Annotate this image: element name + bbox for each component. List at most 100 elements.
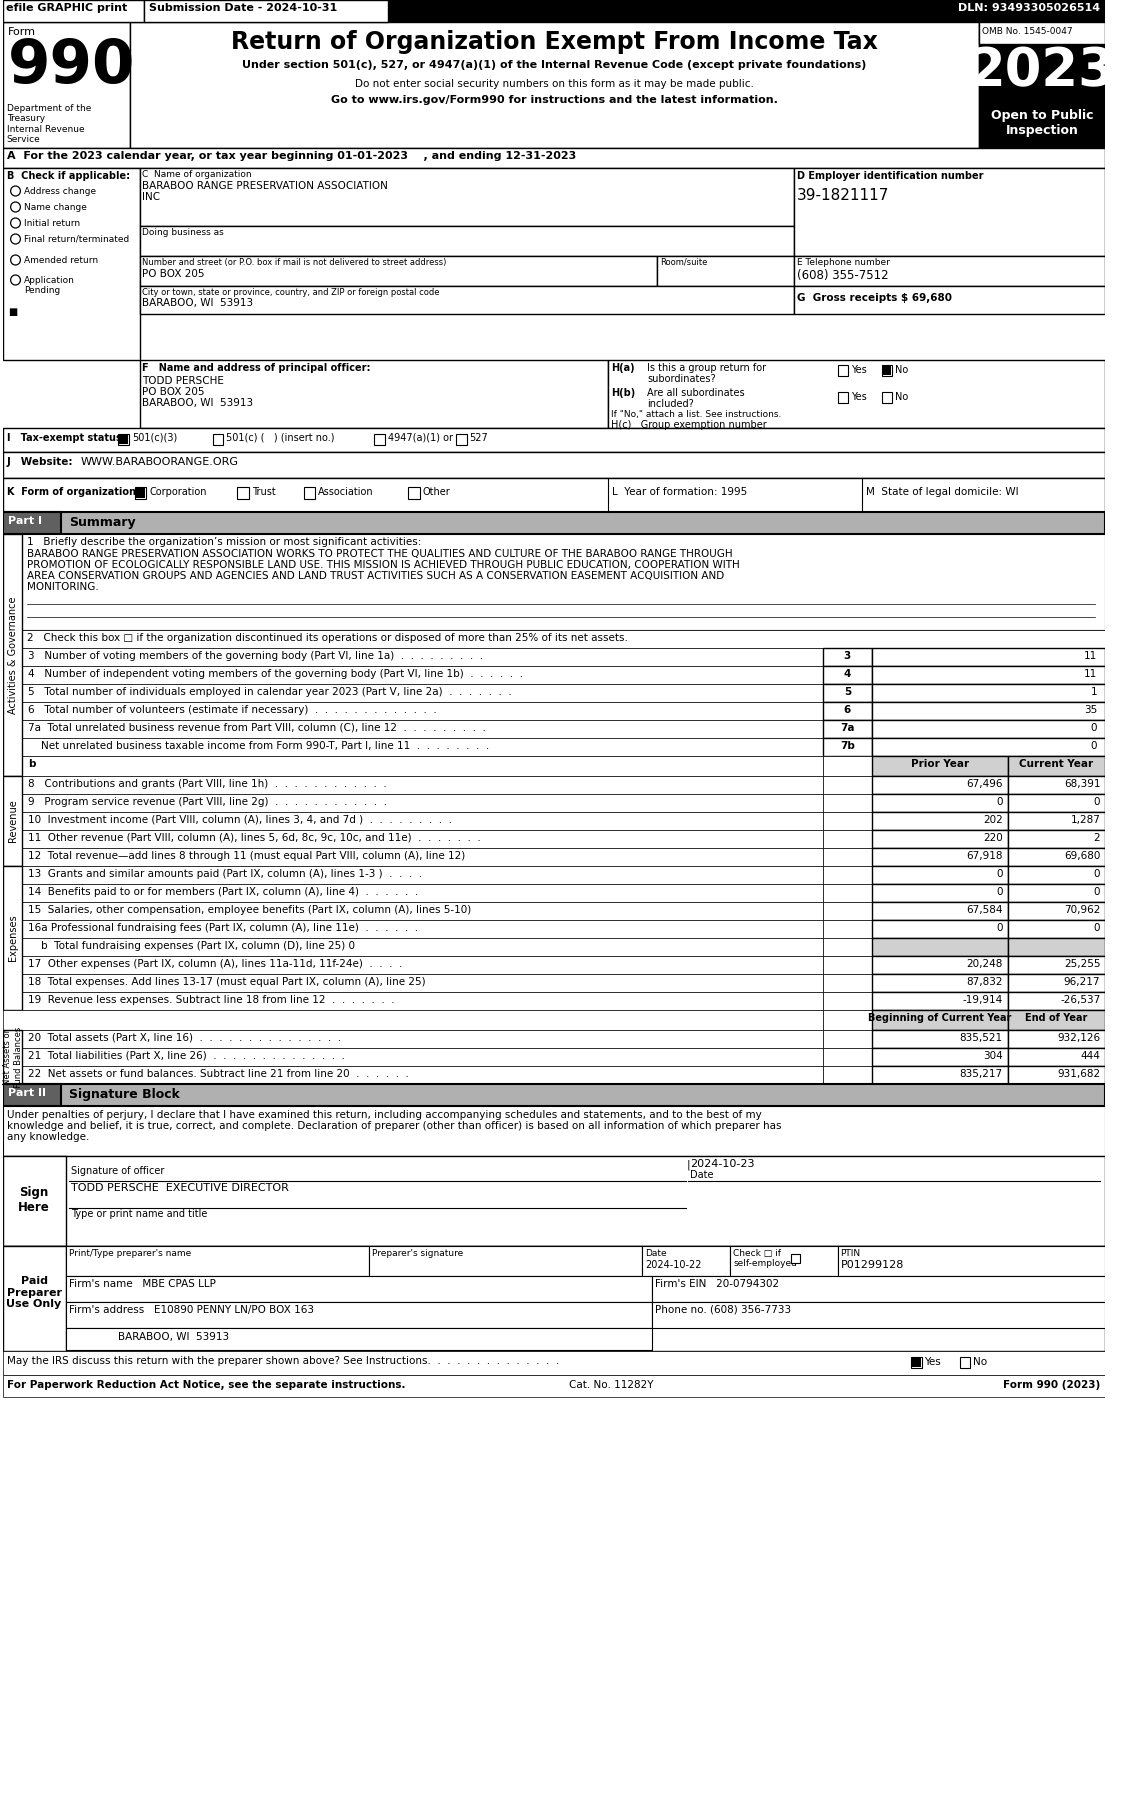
Bar: [609, 360, 1105, 427]
Bar: [883, 366, 891, 375]
Bar: [794, 256, 1105, 286]
Bar: [3, 147, 1105, 167]
Bar: [3, 1084, 61, 1106]
Text: 67,496: 67,496: [966, 779, 1003, 789]
Bar: [823, 739, 872, 757]
Bar: [3, 739, 823, 757]
Text: H(c)   Group exemption number: H(c) Group exemption number: [611, 420, 767, 429]
Bar: [3, 1106, 1105, 1157]
Bar: [872, 795, 1007, 811]
Bar: [3, 666, 823, 684]
Bar: [730, 1246, 838, 1275]
Text: Application
Pending: Application Pending: [25, 276, 76, 295]
Bar: [1007, 939, 1105, 957]
Text: H(b): H(b): [611, 387, 636, 398]
Bar: [23, 829, 823, 848]
Text: Yes: Yes: [851, 393, 867, 402]
Bar: [979, 44, 1105, 106]
Bar: [3, 478, 1105, 511]
Bar: [3, 648, 823, 666]
Bar: [408, 487, 420, 498]
Bar: [23, 991, 823, 1010]
Bar: [119, 435, 128, 444]
Bar: [823, 1030, 872, 1048]
Text: D Employer identification number: D Employer identification number: [797, 171, 983, 182]
Text: Part I: Part I: [8, 517, 42, 526]
Text: 35: 35: [1084, 706, 1097, 715]
Text: DLN: 93493305026514: DLN: 93493305026514: [959, 4, 1101, 13]
Text: Preparer's signature: Preparer's signature: [371, 1250, 463, 1259]
Bar: [823, 795, 872, 811]
Text: 14  Benefits paid to or for members (Part IX, column (A), line 4)  .  .  .  .  .: 14 Benefits paid to or for members (Part…: [28, 888, 419, 897]
Bar: [823, 684, 872, 702]
Text: 2   Check this box □ if the organization discontinued its operations or disposed: 2 Check this box □ if the organization d…: [27, 633, 628, 642]
Text: Are all subordinates: Are all subordinates: [647, 387, 745, 398]
Text: subordinates?: subordinates?: [647, 375, 716, 384]
Bar: [140, 226, 794, 256]
Bar: [3, 1010, 823, 1030]
Bar: [872, 1030, 1007, 1048]
Text: End of Year: End of Year: [1025, 1013, 1087, 1022]
Text: Part II: Part II: [8, 1088, 45, 1099]
Bar: [3, 22, 130, 147]
Text: knowledge and belief, it is true, correct, and complete. Declaration of preparer: knowledge and belief, it is true, correc…: [7, 1121, 781, 1131]
Bar: [1007, 920, 1105, 939]
Bar: [67, 1275, 653, 1302]
Bar: [823, 920, 872, 939]
Bar: [823, 848, 872, 866]
Text: Open to Public
Inspection: Open to Public Inspection: [991, 109, 1094, 136]
Text: efile GRAPHIC print: efile GRAPHIC print: [6, 4, 126, 13]
Bar: [3, 1084, 1105, 1106]
Bar: [979, 106, 1105, 147]
Bar: [3, 866, 23, 1010]
Bar: [23, 884, 823, 902]
Text: 0: 0: [996, 888, 1003, 897]
Text: 0: 0: [1094, 797, 1101, 808]
Bar: [872, 777, 1007, 795]
Bar: [212, 435, 224, 446]
Text: Doing business as: Doing business as: [142, 227, 225, 236]
Bar: [872, 757, 1007, 777]
Text: F   Name and address of principal officer:: F Name and address of principal officer:: [142, 364, 371, 373]
Bar: [369, 1246, 642, 1275]
Bar: [23, 848, 823, 866]
Text: K  Form of organization:: K Form of organization:: [7, 487, 140, 497]
Bar: [3, 757, 823, 777]
Bar: [3, 684, 823, 702]
Bar: [3, 720, 823, 739]
Bar: [1007, 1048, 1105, 1066]
Bar: [872, 957, 1007, 973]
Bar: [911, 1357, 921, 1368]
Text: Sign
Here: Sign Here: [18, 1186, 50, 1213]
Text: Activities & Governance: Activities & Governance: [8, 597, 18, 713]
Text: 87,832: 87,832: [966, 977, 1003, 988]
Text: Form 990 (2023): Form 990 (2023): [1003, 1381, 1101, 1390]
Text: Association: Association: [318, 487, 374, 497]
Text: 1   Briefly describe the organization’s mission or most significant activities:: 1 Briefly describe the organization’s mi…: [27, 537, 421, 548]
Bar: [67, 1328, 653, 1350]
Text: I   Tax-exempt status:: I Tax-exempt status:: [7, 433, 125, 444]
Bar: [1007, 1030, 1105, 1048]
Text: Is this a group return for: Is this a group return for: [647, 364, 767, 373]
Bar: [3, 22, 1105, 147]
Text: PO BOX 205: PO BOX 205: [142, 387, 205, 397]
Text: BARABOO RANGE PRESERVATION ASSOCIATION: BARABOO RANGE PRESERVATION ASSOCIATION: [142, 182, 388, 191]
Bar: [882, 393, 892, 404]
Text: Department of the
Treasury
Internal Revenue
Service: Department of the Treasury Internal Reve…: [7, 104, 91, 144]
Text: If "No," attach a list. See instructions.: If "No," attach a list. See instructions…: [611, 409, 781, 418]
Text: Under penalties of perjury, I declare that I have examined this return, includin: Under penalties of perjury, I declare th…: [7, 1110, 761, 1121]
Text: Signature Block: Signature Block: [69, 1088, 181, 1100]
Text: 3   Number of voting members of the governing body (Part VI, line 1a)  .  .  .  : 3 Number of voting members of the govern…: [28, 651, 483, 660]
Text: Paid
Preparer
Use Only: Paid Preparer Use Only: [7, 1275, 62, 1310]
Bar: [3, 167, 140, 360]
Text: No: No: [895, 393, 909, 402]
Bar: [823, 720, 872, 739]
Bar: [3, 427, 1105, 451]
Bar: [823, 702, 872, 720]
Text: 0: 0: [996, 869, 1003, 879]
Text: 16a Professional fundraising fees (Part IX, column (A), line 11e)  .  .  .  .  .: 16a Professional fundraising fees (Part …: [28, 922, 419, 933]
Bar: [838, 366, 848, 377]
Bar: [3, 511, 1105, 535]
Text: 7a  Total unrelated business revenue from Part VIII, column (C), line 12  .  .  : 7a Total unrelated business revenue from…: [28, 722, 487, 733]
Text: Under section 501(c), 527, or 4947(a)(1) of the Internal Revenue Code (except pr: Under section 501(c), 527, or 4947(a)(1)…: [243, 60, 867, 69]
